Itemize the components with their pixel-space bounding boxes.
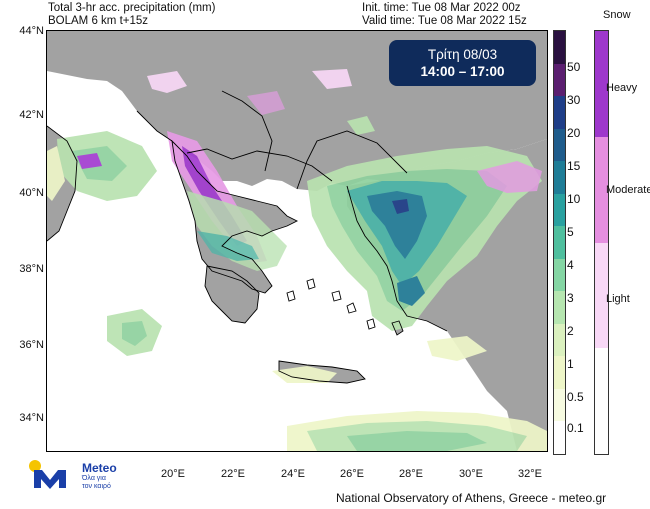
precip-color-seg xyxy=(554,356,565,389)
lat-label-38: 38°N xyxy=(19,263,44,275)
precip-label-15: 15 xyxy=(567,159,581,173)
lat-label-36: 36°N xyxy=(19,339,44,351)
logo-tagline-line1: Όλα για xyxy=(82,475,106,482)
snow-color-seg xyxy=(595,31,608,137)
lon-label-20: 20°E xyxy=(161,468,185,480)
lon-label-24: 24°E xyxy=(281,468,305,480)
snow-label-heavy: Heavy xyxy=(606,82,638,94)
precip-color-seg xyxy=(554,31,565,64)
precip-label-10: 10 xyxy=(567,192,581,206)
lat-label-44: 44°N xyxy=(19,25,44,37)
footer-credit: National Observatory of Athens, Greece -… xyxy=(336,491,607,505)
precip-color-seg xyxy=(554,388,565,422)
lon-label-30: 30°E xyxy=(459,468,483,480)
precipitation-colorbar xyxy=(553,30,566,455)
precip-label-50: 50 xyxy=(567,60,581,74)
precip-label-0-5: 0.5 xyxy=(567,390,584,404)
lat-label-40: 40°N xyxy=(19,187,44,199)
lon-label-32: 32°E xyxy=(518,468,542,480)
precip-color-seg xyxy=(554,226,565,259)
snow-scale-title: Snow xyxy=(603,9,631,21)
header-left: Total 3-hr acc. precipitation (mm) BOLAM… xyxy=(48,2,215,28)
meteo-logo-mark xyxy=(29,460,66,489)
precip-color-seg xyxy=(554,63,565,97)
logo-tagline-line2: τον καιρό xyxy=(82,483,111,490)
precip-color-seg xyxy=(554,96,565,129)
precipitation-map xyxy=(46,30,548,452)
logo-brand: Meteo xyxy=(82,461,117,475)
lat-label-42: 42°N xyxy=(19,109,44,121)
precip-label-3: 3 xyxy=(567,291,574,305)
product-title: Total 3-hr acc. precipitation (mm) xyxy=(48,2,216,14)
lat-label-34: 34°N xyxy=(19,412,44,424)
coastlines-borders xyxy=(47,90,448,384)
snow-color-seg xyxy=(595,348,608,454)
meteo-logo: Meteo Όλα για τον καιρό xyxy=(28,458,158,494)
snow-colorbar xyxy=(594,30,609,455)
precip-color-seg xyxy=(554,128,565,162)
precip-color-seg xyxy=(554,161,565,194)
snow-label-moderate: Moderate xyxy=(606,184,650,196)
snow-color-seg xyxy=(595,242,608,349)
lon-label-22: 22°E xyxy=(221,468,245,480)
model-label: BOLAM 6 km t+15z xyxy=(48,15,149,27)
precip-label-1: 1 xyxy=(567,357,574,371)
forecast-time-box: Τρίτη 08/03 14:00 – 17:00 xyxy=(389,40,536,86)
precip-color-seg xyxy=(554,323,565,357)
snow-label-light: Light xyxy=(606,293,630,305)
precip-label-0-1: 0.1 xyxy=(567,421,584,435)
logo-tagline: Όλα για τον καιρό xyxy=(82,475,111,491)
map-canvas xyxy=(47,31,547,451)
precip-color-seg xyxy=(554,421,565,454)
valid-time: Valid time: Tue 08 Mar 2022 15z xyxy=(362,15,527,27)
precip-color-seg xyxy=(554,258,565,292)
lon-label-28: 28°E xyxy=(399,468,423,480)
lon-label-26: 26°E xyxy=(340,468,364,480)
precip-label-5: 5 xyxy=(567,225,574,239)
precip-color-seg xyxy=(554,193,565,227)
precip-label-20: 20 xyxy=(567,126,581,140)
header-right: Init. time: Tue 08 Mar 2022 00z Valid ti… xyxy=(362,2,527,28)
precip-color-seg xyxy=(554,291,565,324)
forecast-day: Τρίτη 08/03 xyxy=(427,47,498,62)
snow-color-seg xyxy=(595,136,608,243)
precip-label-2: 2 xyxy=(567,324,574,338)
precip-label-30: 30 xyxy=(567,93,581,107)
init-time: Init. time: Tue 08 Mar 2022 00z xyxy=(362,2,521,14)
precip-label-4: 4 xyxy=(567,258,574,272)
forecast-hours: 14:00 – 17:00 xyxy=(420,64,505,79)
